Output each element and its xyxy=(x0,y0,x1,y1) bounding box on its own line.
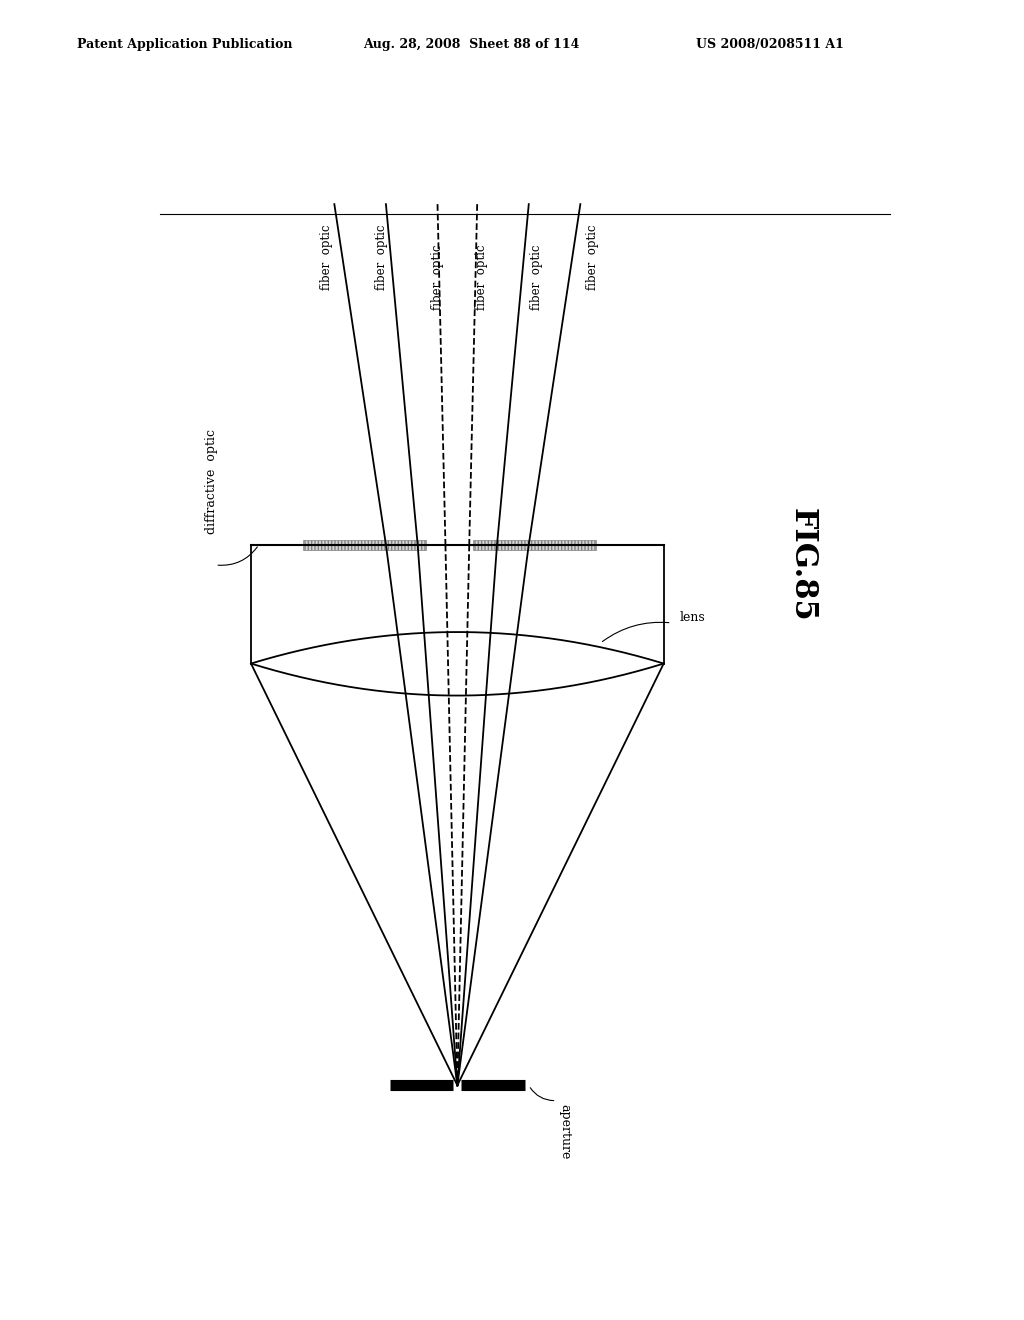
Text: fiber  optic: fiber optic xyxy=(530,244,543,310)
Text: fiber  optic: fiber optic xyxy=(376,224,388,290)
Bar xyxy=(473,540,596,549)
Text: lens: lens xyxy=(680,611,706,624)
Text: US 2008/0208511 A1: US 2008/0208511 A1 xyxy=(696,37,844,50)
Text: fiber  optic: fiber optic xyxy=(586,224,599,290)
Text: Patent Application Publication: Patent Application Publication xyxy=(77,37,292,50)
Bar xyxy=(303,540,426,549)
Text: FIG.85: FIG.85 xyxy=(787,508,818,622)
Text: fiber  optic: fiber optic xyxy=(431,244,444,310)
Text: diffractive  optic: diffractive optic xyxy=(205,429,218,535)
Text: fiber  optic: fiber optic xyxy=(475,244,487,310)
Text: fiber  optic: fiber optic xyxy=(319,224,333,290)
Text: Aug. 28, 2008  Sheet 88 of 114: Aug. 28, 2008 Sheet 88 of 114 xyxy=(364,37,580,50)
Text: aperture: aperture xyxy=(558,1104,571,1159)
